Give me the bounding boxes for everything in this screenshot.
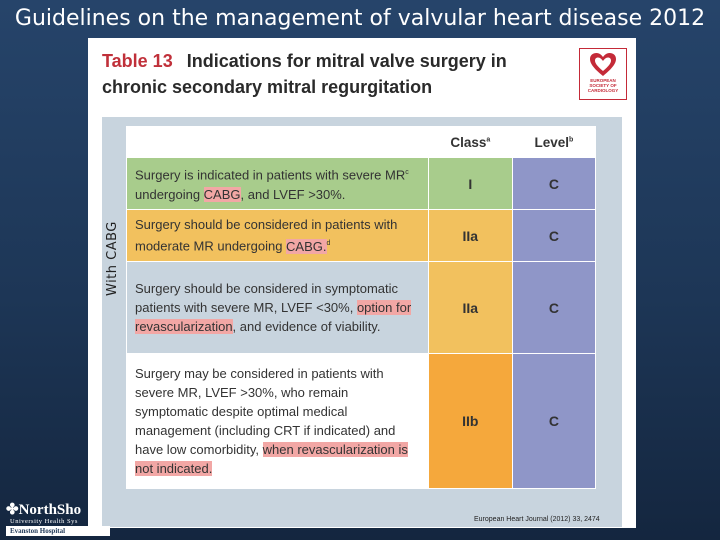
brand-name: NorthSho — [18, 502, 82, 518]
esc-logo-line: CARDIOLOGY — [587, 88, 619, 93]
northshore-name: ✤NorthSho — [6, 502, 82, 518]
recommendation-text: Surgery may be considered in patients wi… — [126, 353, 429, 489]
table-heading: Table 13 Indications for mitral valve sur… — [102, 48, 562, 100]
text-part: Surgery should be considered in patients… — [135, 217, 398, 254]
header-class: Classa — [427, 126, 513, 158]
recommendations-table: Classa Levelb Surgery is indicated in pa… — [126, 126, 597, 489]
header-level: Levelb — [511, 126, 597, 158]
text-part: Surgery should be considered in symptoma… — [135, 281, 399, 315]
table-header-row: Classa Levelb — [126, 126, 597, 158]
table-number: Table 13 — [102, 51, 173, 71]
level-cell: C — [511, 353, 597, 489]
journal-citation: European Heart Journal (2012) 33, 2474 — [474, 516, 600, 523]
hospital-name: Evanston Hospital — [10, 527, 66, 535]
text-part: , and evidence of viability. — [232, 319, 381, 334]
table-row: Surgery may be considered in patients wi… — [126, 353, 597, 489]
text-part: Surgery may be considered in patients wi… — [135, 366, 396, 457]
class-cell: IIa — [427, 261, 513, 354]
header-class-sup: a — [486, 136, 491, 143]
header-level-sup: b — [569, 136, 574, 143]
class-cell: I — [427, 157, 513, 210]
header-class-label: Class — [450, 134, 487, 150]
recommendation-text: Surgery is indicated in patients with se… — [126, 157, 429, 210]
level-cell: C — [511, 209, 597, 262]
esc-logo-line: EUROPEAN — [590, 78, 616, 83]
header-blank — [126, 126, 429, 158]
esc-logo: EUROPEAN SOCIETY OF CARDIOLOGY — [579, 48, 627, 100]
table-row: Surgery should be considered in symptoma… — [126, 261, 597, 354]
table-title: Indications for mitral valve surgery in … — [102, 51, 507, 97]
level-cell: C — [511, 261, 597, 354]
table-row: Surgery should be considered in patients… — [126, 209, 597, 262]
heart-icon — [590, 53, 616, 76]
highlight: CABG. — [286, 238, 327, 254]
level-cell: C — [511, 157, 597, 210]
recommendation-text: Surgery should be considered in patients… — [126, 209, 429, 262]
esc-logo-line: SOCIETY OF — [589, 83, 617, 88]
brand-subtitle: University Health Sys — [10, 518, 78, 525]
hospital-bar — [6, 526, 110, 536]
class-cell: IIb — [427, 353, 513, 489]
side-label-with-cabg: With CABG — [105, 221, 120, 296]
northshore-logo: ✤NorthSho University Health Sys Evanston… — [0, 498, 110, 538]
footnote-sup: d — [326, 240, 331, 248]
slide-title: Guidelines on the management of valvular… — [14, 6, 706, 31]
table-row: Surgery is indicated in patients with se… — [126, 157, 597, 210]
text-part: undergoing — [135, 186, 204, 202]
class-cell: IIa — [427, 209, 513, 262]
recommendation-text: Surgery should be considered in symptoma… — [126, 261, 429, 354]
header-level-label: Level — [534, 134, 570, 150]
text-part: , and LVEF >30%. — [240, 186, 346, 202]
footnote-sup: c — [405, 169, 409, 177]
highlight: CABG — [203, 186, 241, 202]
text-part: Surgery is indicated in patients with se… — [135, 167, 406, 183]
